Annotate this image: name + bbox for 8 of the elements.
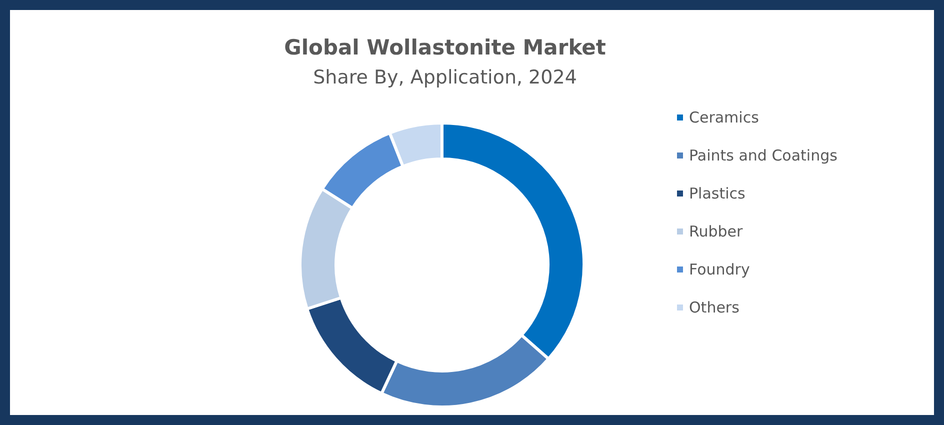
chart-subtitle: Share By, Application, 2024 [313, 66, 577, 88]
legend-label: Plastics [689, 184, 746, 202]
legend-label: Others [689, 298, 740, 316]
legend-label: Rubber [689, 222, 744, 240]
legend-label: Foundry [689, 260, 750, 278]
chart-title: Global Wollastonite Market [284, 36, 606, 60]
legend-label: Paints and Coatings [689, 146, 838, 164]
legend-label: Ceramics [689, 108, 760, 126]
